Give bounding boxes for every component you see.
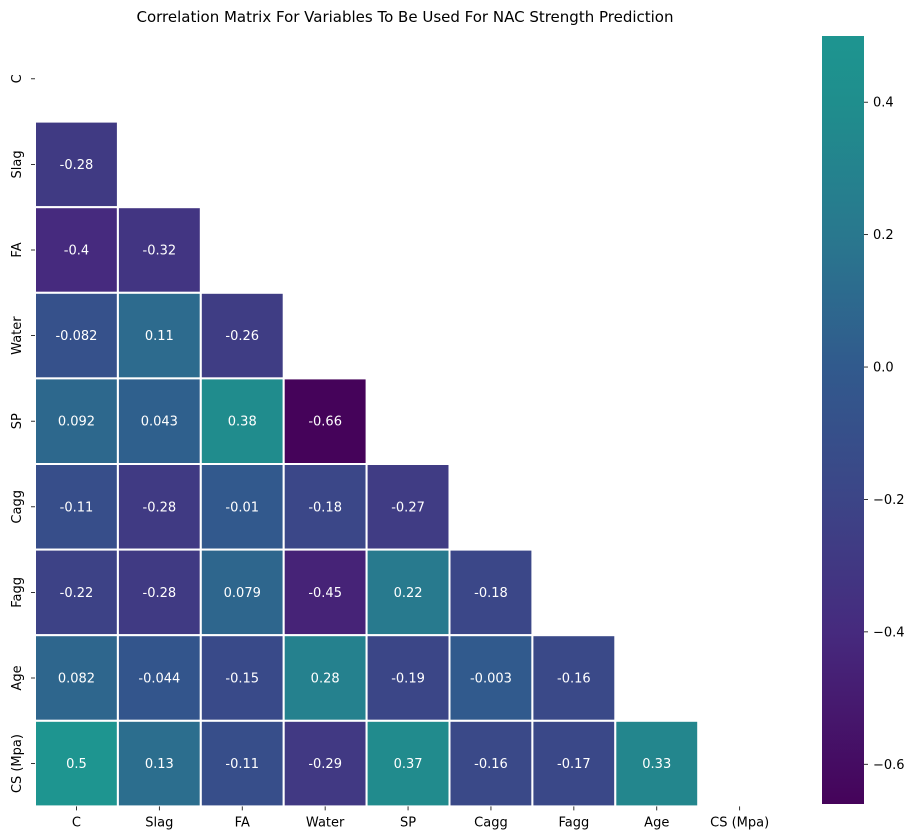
y-tick-label: C	[10, 74, 25, 83]
y-tick-label: Fagg	[10, 577, 25, 608]
cell-value-label: -0.45	[308, 586, 342, 601]
heatmap-cell-CS (Mpa)-Fagg	[531, 719, 617, 808]
cell-value-label: -0.18	[474, 586, 508, 601]
heatmap-cell-Age-Fagg	[531, 634, 617, 722]
heatmap-cell-Fagg-Water	[282, 548, 368, 637]
cell-value-label: 0.079	[224, 586, 261, 601]
heatmap-cell-Age-C	[34, 634, 119, 722]
x-tick-label: SP	[400, 815, 416, 830]
x-axis-tick-labels: C Slag FA Water SP Cagg Fagg Age CS (Mpa)	[72, 806, 769, 830]
heatmap-cell-Fagg-FA	[199, 548, 285, 637]
cell-value-label: -0.66	[308, 415, 342, 430]
cell-value-label: -0.28	[143, 500, 177, 515]
cell-value-label: -0.003	[470, 672, 512, 687]
y-tick-label: Slag	[10, 150, 25, 178]
cell-value-label: -0.17	[557, 757, 591, 772]
x-tick-label: Cagg	[474, 815, 508, 830]
cell-value-label: 0.28	[311, 672, 340, 687]
y-tick-label: Cagg	[10, 490, 25, 524]
colorbar: 0.4 0.2 0.0 −0.2 −0.4 −0.6	[822, 36, 905, 804]
heatmap-cell-CS (Mpa)-C	[34, 719, 119, 808]
colorbar-tick-label: 0.4	[873, 96, 894, 111]
heatmap-cell-CS (Mpa)-Age	[614, 719, 700, 808]
x-tick-label: Age	[644, 815, 669, 830]
heatmap-cells: -0.28 -0.4 -0.32 -0.082 0.11 -0.26 0.092 0.043 0…	[34, 120, 700, 808]
cell-value-label: 0.11	[145, 329, 174, 344]
heatmap-cell-Age-Slag	[116, 634, 202, 722]
cell-value-label: -0.16	[557, 672, 591, 687]
heatmap-cell-Fagg-Slag	[116, 548, 202, 637]
cell-value-label: 0.37	[394, 757, 423, 772]
heatmap-cell-CS (Mpa)-FA	[199, 719, 285, 808]
y-axis-tick-labels: C Slag FA Water SP Cagg Fagg Age CS (Mpa)	[10, 74, 35, 793]
x-tick-label: Slag	[145, 815, 173, 830]
x-tick-label: Fagg	[558, 815, 589, 830]
cell-value-label: -0.28	[60, 158, 94, 173]
cell-value-label: -0.19	[391, 672, 425, 687]
cell-value-label: -0.11	[225, 757, 259, 772]
colorbar-tick-label: −0.2	[873, 493, 905, 508]
cell-value-label: -0.32	[143, 244, 177, 259]
heatmap-cell-SP-Water	[282, 377, 368, 465]
heatmap-cell-Fagg-Cagg	[448, 548, 534, 637]
x-tick-label: CS (Mpa)	[710, 815, 769, 830]
cell-value-label: 0.5	[66, 757, 87, 772]
y-tick-label: FA	[10, 242, 25, 257]
colorbar-tick-label: −0.6	[873, 758, 905, 773]
cell-value-label: 0.33	[642, 757, 671, 772]
heatmap-cell-SP-Slag	[116, 377, 202, 465]
cell-value-label: -0.15	[225, 672, 259, 687]
cell-value-label: -0.29	[308, 757, 342, 772]
cell-value-label: -0.01	[225, 500, 259, 515]
y-tick-label: CS (Mpa)	[10, 734, 25, 793]
heatmap-cell-FA-C	[34, 206, 119, 294]
cell-value-label: -0.16	[474, 757, 508, 772]
x-tick-label: Water	[306, 815, 345, 830]
y-tick-label: Age	[10, 665, 25, 690]
cell-value-label: 0.22	[394, 586, 423, 601]
cell-value-label: -0.27	[391, 500, 425, 515]
cell-value-label: -0.28	[143, 586, 177, 601]
heatmap-cell-Fagg-SP	[365, 548, 451, 637]
cell-value-label: -0.18	[308, 500, 342, 515]
x-tick-label: FA	[235, 815, 250, 830]
colorbar-tick-label: 0.2	[873, 228, 894, 243]
heatmap-cell-Cagg-Water	[282, 463, 368, 551]
colorbar-gradient	[822, 36, 864, 804]
y-tick-label: SP	[10, 413, 25, 429]
cell-value-label: 0.38	[228, 415, 257, 430]
heatmap-cell-Water-FA	[199, 291, 285, 380]
colorbar-tick-label: −0.4	[873, 625, 905, 640]
cell-value-label: -0.044	[138, 672, 180, 687]
y-tick-label: Water	[10, 316, 25, 355]
cell-value-label: -0.26	[225, 329, 259, 344]
cell-value-label: -0.4	[64, 244, 89, 259]
cell-value-label: -0.11	[60, 500, 94, 515]
heatmap-cell-Cagg-Slag	[116, 463, 202, 551]
x-tick-label: C	[72, 815, 81, 830]
cell-value-label: 0.043	[141, 415, 178, 430]
cell-value-label: 0.082	[58, 672, 95, 687]
colorbar-tick-label: 0.0	[873, 361, 894, 376]
chart-title: Correlation Matrix For Variables To Be U…	[137, 8, 674, 26]
heatmap-cell-Age-Cagg	[448, 634, 534, 722]
cell-value-label: -0.082	[55, 329, 97, 344]
cell-value-label: 0.13	[145, 757, 174, 772]
cell-value-label: -0.22	[60, 586, 94, 601]
heatmap-cell-CS (Mpa)-Cagg	[448, 719, 534, 808]
cell-value-label: 0.092	[58, 415, 95, 430]
